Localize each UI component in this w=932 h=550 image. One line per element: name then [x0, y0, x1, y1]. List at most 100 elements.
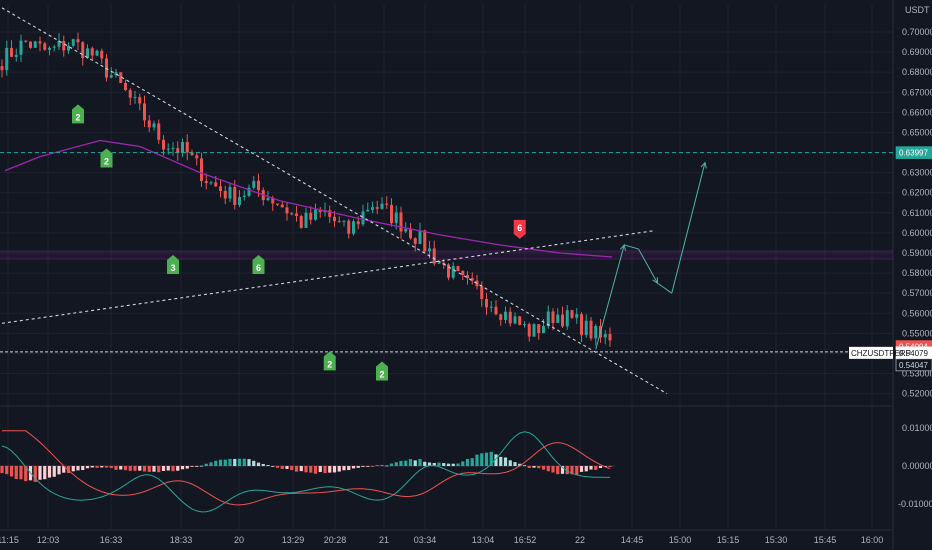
- macd-histogram-bar: [318, 466, 322, 473]
- projection-segment: [671, 162, 706, 294]
- time-tick-label: 15:30: [765, 535, 788, 545]
- candle-body: [385, 203, 389, 205]
- candle-body: [5, 47, 9, 71]
- candle-body: [152, 123, 156, 128]
- candle-body: [513, 316, 517, 324]
- macd-tick-label: 0.01000: [902, 423, 932, 433]
- macd-histogram-bar: [380, 464, 384, 466]
- macd-histogram-bar: [19, 466, 23, 480]
- candle-body: [527, 324, 531, 337]
- macd-histogram-bar: [418, 458, 422, 466]
- time-tick-label: 16:00: [861, 535, 884, 545]
- candle-body: [489, 306, 493, 308]
- macd-histogram-bar: [309, 466, 313, 473]
- macd-histogram-bar: [104, 466, 109, 468]
- candle-body: [147, 120, 151, 128]
- candle-body: [233, 186, 237, 205]
- candle-body: [423, 230, 427, 252]
- macd-histogram-bar: [361, 466, 365, 467]
- candle-body: [532, 324, 536, 337]
- macd-histogram-bar: [570, 466, 574, 475]
- price-tick-label: 0.61000: [902, 208, 932, 218]
- candle-body: [19, 40, 23, 55]
- macd-histogram-bar: [451, 463, 455, 466]
- sell-signal-label: 6: [517, 223, 522, 233]
- candle-body: [537, 324, 541, 334]
- candle-body: [200, 158, 203, 182]
- macd-histogram-bar: [470, 458, 474, 466]
- currency-label: USDT: [905, 5, 930, 15]
- projection-segment: [595, 244, 625, 350]
- macd-histogram-bar: [71, 466, 75, 472]
- candle-body: [238, 197, 241, 205]
- macd-histogram-bar: [209, 462, 213, 466]
- macd-histogram-bar: [147, 466, 151, 472]
- macd-histogram-bar: [43, 466, 47, 480]
- macd-histogram-bar: [432, 463, 436, 466]
- bid-price-tag-label: 0.54047: [899, 361, 928, 370]
- macd-histogram-bar: [375, 465, 379, 466]
- candle-body: [594, 326, 598, 339]
- candle-body: [499, 314, 503, 320]
- candle-body: [466, 274, 469, 279]
- candle-body: [0, 66, 4, 71]
- candle-body: [475, 280, 479, 287]
- macd-histogram-bar: [294, 466, 299, 472]
- candle-body: [333, 216, 336, 222]
- price-tick-label: 0.57000: [902, 288, 932, 298]
- target-price-tag-label: 0.63997: [899, 149, 928, 158]
- candle-body: [204, 181, 208, 183]
- macd-histogram-bar: [171, 466, 175, 472]
- candle-body: [71, 39, 75, 46]
- candle-body: [556, 314, 560, 323]
- macd-histogram-bar: [527, 466, 531, 468]
- projection-arrows: [595, 161, 707, 350]
- candle-body: [48, 47, 51, 50]
- macd-histogram-bar: [176, 466, 180, 471]
- macd-histogram-bar: [180, 466, 185, 470]
- time-tick-label: 15:45: [814, 535, 837, 545]
- macd-histogram-bar: [594, 466, 598, 470]
- macd-histogram-bar: [218, 459, 223, 466]
- candle-body: [456, 266, 460, 271]
- candle-body: [390, 204, 393, 224]
- macd-panel: [0, 430, 615, 513]
- candle-body: [214, 182, 218, 187]
- macd-histogram-bar: [370, 466, 375, 467]
- candle-body: [33, 41, 37, 48]
- candle-body: [57, 40, 61, 47]
- time-tick-label: 20:28: [324, 535, 347, 545]
- candle-body: [185, 142, 189, 153]
- macd-histogram-bar: [266, 465, 270, 466]
- candle-body: [352, 221, 355, 234]
- sell-signal-badge: [513, 219, 526, 239]
- macd-histogram-bar: [57, 466, 61, 475]
- candle-body: [366, 209, 370, 212]
- macd-histogram-bar: [503, 457, 508, 466]
- projection-segment: [638, 248, 658, 284]
- macd-histogram-bar: [513, 462, 517, 466]
- candle-body: [428, 248, 431, 252]
- macd-histogram-bar: [214, 460, 218, 466]
- macd-histogram-bar: [541, 466, 546, 470]
- candle-body: [271, 198, 275, 204]
- time-tick-label: 16:33: [100, 535, 123, 545]
- macd-histogram-bar: [275, 466, 280, 468]
- candle-body: [518, 316, 522, 325]
- macd-histogram-bar: [114, 466, 118, 470]
- macd-histogram-bar: [337, 466, 341, 472]
- price-band: [0, 250, 893, 260]
- candle-body: [318, 209, 322, 213]
- time-tick-label: 18:33: [170, 535, 193, 545]
- buy-signal-badge: [323, 351, 336, 371]
- macd-histogram-bar: [551, 466, 555, 473]
- macd-histogram-bar: [38, 466, 42, 480]
- macd-histogram-bar: [142, 466, 147, 472]
- projection-arrowhead: [700, 161, 707, 169]
- price-tick-label: 0.52000: [902, 389, 932, 399]
- price-tick-label: 0.69000: [902, 47, 932, 57]
- macd-histogram-bar: [323, 466, 327, 474]
- candle-body: [523, 324, 526, 326]
- buy-signal-label: 2: [104, 157, 109, 167]
